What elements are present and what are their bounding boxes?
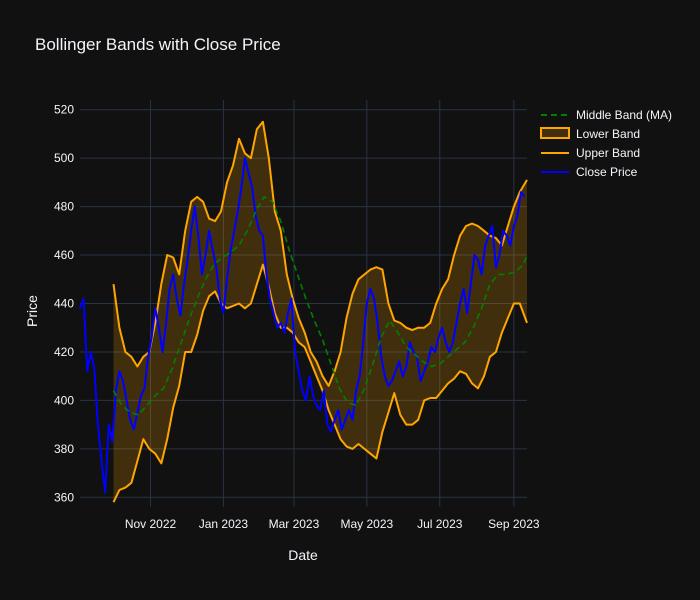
- y-tick-label: 380: [54, 442, 74, 456]
- y-tick-label: 400: [54, 393, 74, 407]
- series-lines: [79, 120, 528, 503]
- lower-band-line: [112, 263, 528, 503]
- legend-item-middle[interactable]: Middle Band (MA): [541, 108, 672, 122]
- upper-band-line: [112, 120, 528, 387]
- legend-label-upper: Upper Band: [576, 146, 640, 160]
- y-tick-label: 460: [54, 248, 74, 262]
- x-tick-label: Sep 2023: [488, 517, 540, 531]
- legend[interactable]: Middle Band (MA) Lower Band Upper Band C…: [540, 108, 672, 179]
- y-tick-label: 360: [54, 490, 74, 504]
- y-tick-label: 480: [54, 200, 74, 214]
- legend-item-upper[interactable]: Upper Band: [541, 146, 640, 160]
- band-fill: [113, 121, 527, 503]
- chart-title: Bollinger Bands with Close Price: [35, 35, 281, 54]
- y-tick-label: 440: [54, 297, 74, 311]
- y-tick-label: 420: [54, 345, 74, 359]
- y-tick-label: 500: [54, 151, 74, 165]
- legend-label-lower: Lower Band: [576, 127, 640, 141]
- x-tick-label: Jan 2023: [199, 517, 249, 531]
- x-tick-label: May 2023: [340, 517, 393, 531]
- x-tick-label: Mar 2023: [269, 517, 320, 531]
- x-axis-label: Date: [288, 547, 318, 563]
- legend-label-close: Close Price: [576, 165, 638, 179]
- axis-ticks: 360 380 400 420 440 460 480 500 520 Nov 2022 Jan 2…: [54, 103, 540, 531]
- y-tick-label: 520: [54, 103, 74, 117]
- legend-item-close[interactable]: Close Price: [541, 165, 638, 179]
- x-tick-label: Jul 2023: [417, 517, 463, 531]
- legend-swatch-lower: [540, 127, 570, 139]
- legend-label-middle: Middle Band (MA): [576, 108, 672, 122]
- legend-item-lower[interactable]: Lower Band: [540, 127, 640, 141]
- close-price-line: [79, 157, 526, 494]
- x-tick-label: Nov 2022: [125, 517, 177, 531]
- band-fill-area: [113, 121, 527, 503]
- y-axis-label: Price: [24, 295, 40, 327]
